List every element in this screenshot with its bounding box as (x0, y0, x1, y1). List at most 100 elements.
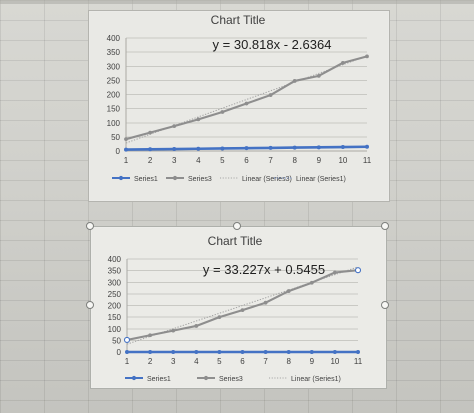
chart-1-legend-series-1: Series3 (166, 175, 212, 183)
chart-2-x-tick-1: 2 (148, 357, 153, 366)
chart-1-series-1-point-5 (244, 101, 249, 106)
chart-2-y-tick-8: 400 (108, 255, 122, 264)
chart-1-legend-series-1-marker (172, 175, 178, 181)
chart-2-series-0-point-9 (332, 349, 337, 354)
chart-1-y-tick-2: 100 (107, 119, 121, 128)
chart-2-trendline-equation: y = 33.227x + 0.5455 (203, 262, 325, 277)
chart-1-legend-trendline-0: Linear (Series3) (220, 176, 292, 183)
chart-1-series-1-line (124, 55, 369, 141)
chart-1-y-tick-6: 300 (107, 62, 121, 71)
chart-2-series-1-point-3 (194, 324, 199, 328)
chart-2-x-tick-0: 1 (125, 357, 130, 366)
chart-1-legend-trendline-1-label: Linear (Series1) (296, 176, 346, 183)
chart-2-x-tick-3: 4 (194, 357, 199, 366)
chart-1-trendline-equation: y = 30.818x - 2.6364 (213, 37, 332, 52)
chart-2-legend-trendline-0: Linear (Series1) (269, 376, 341, 383)
chart-1-y-tick-8: 400 (107, 34, 121, 43)
chart-1-series-1-point-6 (268, 93, 273, 97)
chart-handle-middle-right[interactable] (381, 301, 389, 309)
chart-1-series-1-point-4 (220, 110, 225, 114)
chart-1-series-1-point-0 (124, 137, 128, 142)
chart-handle-top-left[interactable] (86, 222, 94, 230)
chart-1-legend-series-0-marker (118, 175, 124, 181)
chart-1-y-tick-0: 0 (116, 147, 121, 156)
chart-2-y-tick-7: 350 (108, 267, 122, 276)
chart-2-y-tick-3: 150 (108, 313, 122, 322)
chart-2-series-0-point-6 (263, 349, 268, 354)
chart-1-series-1-point-9 (340, 60, 345, 65)
chart-2-series-0-point-0 (125, 349, 130, 354)
chart-2-legend-series-0-marker (131, 375, 137, 381)
chart-2-x-tick-6: 7 (263, 357, 268, 366)
chart-1-series-0-point-10 (364, 144, 369, 149)
chart-1-series-0-point-2 (172, 147, 177, 152)
chart-1-x-tick-9: 10 (338, 156, 347, 165)
chart-2-y-tick-6: 300 (108, 278, 122, 287)
chart-1-legend-trendline-0-label: Linear (Series3) (242, 176, 292, 183)
chart-handle-top-right[interactable] (381, 222, 389, 230)
chart-handle-middle-left[interactable] (86, 301, 94, 309)
chart-2-y-tick-0: 0 (117, 348, 122, 357)
chart-1-x-tick-10: 11 (363, 156, 372, 165)
chart-2-series-1-point-8 (309, 280, 314, 285)
chart-2-x-tick-9: 10 (330, 357, 339, 366)
chart-1-series-1-point-2 (172, 124, 177, 129)
chart-2-series-1-point-7 (286, 289, 291, 293)
chart-1-x-tick-7: 8 (292, 156, 297, 165)
chart-2-x-tick-7: 8 (286, 357, 291, 366)
chart-2-legend-series-1-label: Series3 (219, 376, 243, 383)
chart-2-legend-series-1-marker (203, 375, 209, 381)
chart-2-selected-point-0[interactable] (123, 336, 131, 343)
chart-2-title: Chart Title (208, 234, 263, 248)
chart-1-series-0-point-0 (124, 147, 129, 152)
chart-1-x-tick-2: 3 (172, 156, 177, 165)
chart-1-series-0-point-6 (268, 145, 273, 150)
chart-1-y-tick-4: 200 (107, 91, 121, 100)
chart-1-x-tick-0: 1 (124, 156, 129, 165)
spreadsheet-top-strip (0, 0, 474, 4)
chart-1-x-tick-5: 6 (244, 156, 249, 165)
chart-2-series-0-point-7 (286, 349, 291, 354)
chart-2-series-1-point-5 (240, 308, 245, 313)
chart-1-x-tick-4: 5 (220, 156, 225, 165)
chart-2-series-0-point-10 (355, 349, 360, 354)
chart-1-legend-trendline-1: Linear (Series1) (274, 176, 346, 183)
chart-2-x-tick-5: 6 (240, 357, 245, 366)
chart-handle-top-center[interactable] (233, 222, 241, 230)
chart-2-y-tick-4: 200 (108, 302, 122, 311)
chart-1-title: Chart Title (211, 13, 266, 27)
chart-1-series-0-point-5 (244, 146, 249, 151)
chart-1-series-1-point-1 (148, 130, 153, 135)
chart-2-series-0-point-3 (194, 349, 199, 354)
chart-1-x-tick-3: 4 (196, 156, 201, 165)
chart-2-series-0-point-4 (217, 349, 222, 354)
chart-1-series-0-point-3 (196, 146, 201, 151)
chart-1-y-tick-3: 150 (107, 105, 121, 114)
chart-2-series-0-point-5 (240, 349, 245, 354)
chart-1-y-tick-5: 250 (107, 76, 121, 85)
chart-2-y-tick-5: 250 (108, 290, 122, 299)
chart-1-x-tick-1: 2 (148, 156, 153, 165)
chart-1-series-1-point-3 (196, 117, 201, 122)
chart-2-y-tick-1: 50 (112, 336, 121, 345)
chart-2-series-1-point-1 (148, 333, 153, 338)
chart-2-series-0-point-1 (148, 349, 153, 354)
chart-1-x-tick-6: 7 (268, 156, 273, 165)
chart-1-series-0-point-9 (340, 145, 345, 150)
chart-2-legend-trendline-0-label: Linear (Series1) (291, 376, 341, 383)
chart-1-series-0-point-7 (292, 145, 297, 150)
chart-2-x-tick-10: 11 (354, 357, 363, 366)
chart-2-series-1-point-9 (332, 270, 337, 275)
chart-2-selected-point-1[interactable] (354, 267, 362, 274)
chart-1-legend-series-1-label: Series3 (188, 176, 212, 183)
chart-2-x-tick-8: 9 (310, 357, 315, 366)
chart-2-legend-series-0: Series1 (125, 375, 171, 383)
chart-2-x-tick-4: 5 (217, 357, 222, 366)
chart-1-y-tick-1: 50 (111, 133, 120, 142)
chart-2-series-1-point-2 (171, 328, 176, 333)
chart-1-series-0-point-8 (316, 145, 321, 150)
chart-2-series-1-point-6 (263, 300, 268, 305)
chart-1-series-1-point-10 (365, 54, 369, 59)
chart-2-x-tick-2: 3 (171, 357, 176, 366)
